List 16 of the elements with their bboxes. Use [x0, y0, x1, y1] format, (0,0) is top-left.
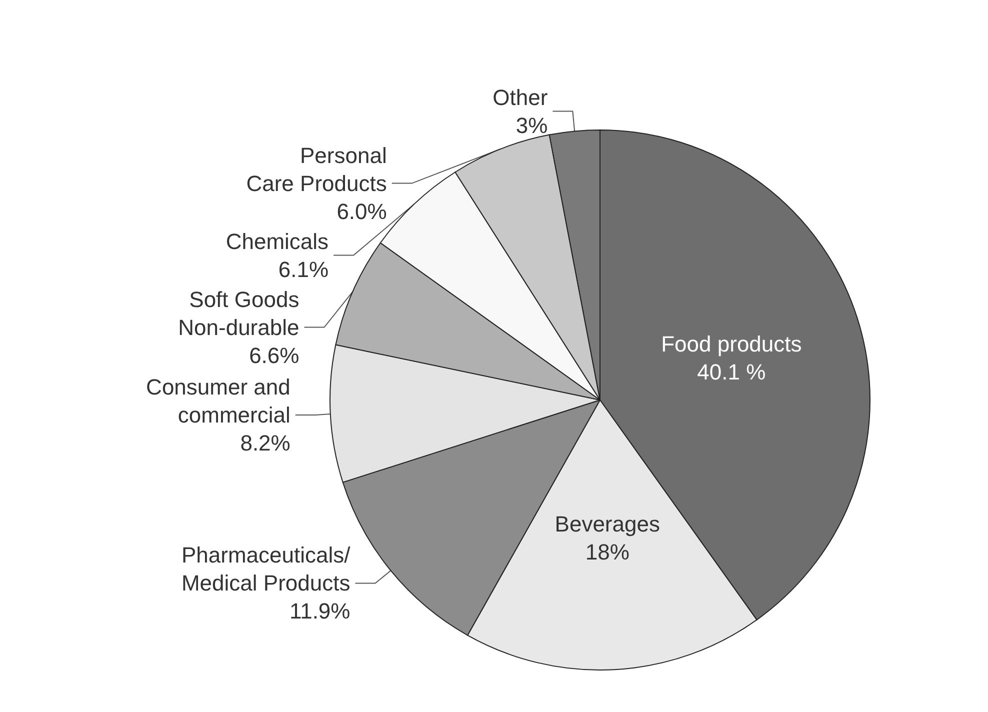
- slice-label: Chemicals: [226, 228, 329, 254]
- data-label: 6.6%: [249, 342, 300, 368]
- slice-label: Soft Goods Non-durable: [178, 286, 300, 340]
- data-label: 8.2%: [240, 430, 290, 456]
- data-label: 11.9%: [289, 598, 350, 624]
- slice-label: Pharmaceuticals/ Medical Products: [181, 542, 352, 596]
- data-label: 3%: [516, 112, 548, 138]
- slice-label: Beverages: [554, 511, 660, 536]
- slice-label: Food products: [661, 331, 802, 356]
- data-label: 18%: [585, 539, 630, 564]
- slice-label: Other: [492, 84, 548, 110]
- data-label: 40.1 %: [697, 359, 766, 384]
- data-label: 6.1%: [278, 256, 329, 282]
- slice-label: Consumer and commercial: [146, 374, 290, 428]
- data-label: 6.0%: [336, 198, 387, 224]
- slice-label: Personal Care Products: [246, 142, 387, 196]
